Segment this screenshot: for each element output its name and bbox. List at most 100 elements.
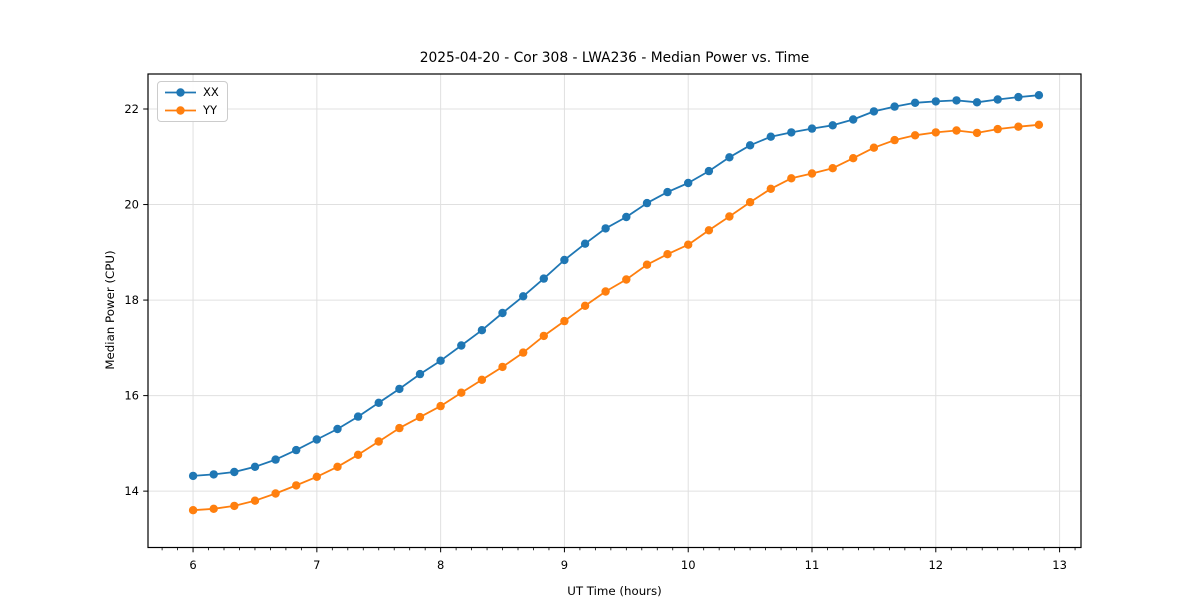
data-point-xx — [498, 308, 507, 318]
data-point-yy — [188, 506, 198, 515]
data-point-xx — [766, 132, 775, 141]
data-point-xx — [828, 121, 837, 130]
data-point-yy — [395, 423, 404, 433]
legend-line-marker-xx — [165, 88, 196, 97]
legend-label-yy: YY — [203, 102, 218, 117]
data-point-xx — [787, 128, 796, 137]
data-point-yy — [993, 124, 1002, 134]
data-point-xx — [1014, 92, 1023, 102]
data-point-yy — [415, 412, 425, 422]
data-point-xx — [374, 398, 383, 407]
data-point-xx — [209, 470, 218, 479]
data-point-xx — [353, 412, 363, 421]
data-point-yy — [519, 348, 528, 357]
x-tick-label: 13 — [1052, 558, 1067, 572]
data-point-yy — [580, 301, 590, 310]
data-point-xx — [869, 107, 879, 116]
x-axis-label: UT Time (hours) — [567, 584, 662, 598]
data-point-xx — [312, 435, 321, 444]
data-point-xx — [972, 98, 982, 107]
chart-title: 2025-04-20 - Cor 308 - LWA236 - Median P… — [419, 50, 810, 66]
data-point-yy — [725, 212, 734, 221]
data-point-xx — [952, 96, 961, 105]
data-point-yy — [849, 154, 858, 163]
data-point-xx — [725, 153, 734, 162]
data-point-xx — [539, 274, 548, 283]
data-point-yy — [642, 260, 652, 269]
data-point-xx — [890, 102, 899, 111]
data-point-yy — [271, 489, 280, 498]
data-point-yy — [457, 388, 466, 397]
y-tick-label: 14 — [124, 484, 139, 498]
data-point-xx — [519, 292, 528, 301]
data-point-yy — [684, 240, 693, 249]
data-point-yy — [869, 143, 879, 152]
data-point-xx — [580, 239, 590, 248]
data-point-yy — [972, 128, 982, 138]
data-point-yy — [663, 250, 672, 259]
data-point-yy — [209, 504, 218, 513]
data-point-xx — [622, 212, 631, 222]
legend-marker — [176, 88, 185, 97]
legend-label-xx: XX — [203, 84, 219, 99]
data-point-xx — [477, 326, 487, 335]
data-point-yy — [560, 316, 569, 326]
legend-item-yy: YY — [165, 102, 220, 118]
data-point-yy — [374, 437, 383, 446]
data-point-yy — [745, 198, 755, 207]
x-tick-label: 10 — [681, 558, 696, 572]
data-point-xx — [457, 341, 466, 350]
data-point-yy — [952, 126, 961, 135]
data-point-xx — [395, 384, 404, 394]
data-point-xx — [560, 255, 569, 265]
data-point-xx — [415, 369, 425, 379]
data-point-xx — [333, 424, 342, 434]
legend-item-xx: XX — [165, 85, 220, 101]
data-point-xx — [849, 115, 858, 124]
data-point-yy — [931, 128, 940, 137]
data-point-yy — [436, 401, 445, 411]
x-tick-label: 7 — [313, 558, 320, 572]
x-tick-label: 9 — [561, 558, 568, 572]
data-point-yy — [539, 331, 548, 341]
data-point-yy — [828, 164, 837, 173]
data-point-yy — [230, 501, 239, 511]
y-tick-label: 20 — [124, 198, 139, 212]
data-point-xx — [601, 224, 610, 233]
data-point-yy — [477, 375, 487, 384]
series-line-yy — [192, 123, 1040, 512]
data-point-yy — [890, 135, 899, 145]
data-point-yy — [250, 496, 260, 505]
data-point-xx — [230, 467, 239, 477]
data-point-xx — [807, 124, 817, 133]
data-point-yy — [601, 287, 610, 296]
data-point-xx — [684, 178, 693, 188]
legend-marker — [176, 106, 185, 115]
data-point-yy — [622, 275, 631, 284]
data-point-xx — [1034, 91, 1044, 100]
data-point-xx — [993, 95, 1002, 104]
y-tick-label: 22 — [124, 102, 139, 116]
data-point-yy — [704, 226, 714, 235]
x-tick-label: 6 — [189, 558, 196, 572]
data-point-xx — [642, 198, 652, 208]
data-point-yy — [333, 462, 342, 471]
data-point-yy — [1014, 122, 1023, 131]
data-point-yy — [787, 174, 796, 183]
data-point-xx — [663, 187, 672, 197]
y-axis-label: Median Power (CPU) — [103, 250, 117, 370]
data-point-xx — [188, 471, 198, 481]
x-tick-label: 12 — [928, 558, 943, 572]
data-point-yy — [1034, 120, 1044, 129]
data-point-yy — [910, 131, 920, 140]
data-point-yy — [766, 184, 775, 193]
data-point-yy — [353, 450, 363, 459]
data-point-xx — [250, 462, 260, 471]
axes-spines — [147, 73, 1082, 549]
data-point-yy — [498, 362, 507, 372]
data-point-xx — [292, 445, 301, 455]
legend-line-marker-yy — [165, 106, 196, 115]
data-point-xx — [436, 356, 445, 365]
data-point-xx — [704, 166, 714, 176]
